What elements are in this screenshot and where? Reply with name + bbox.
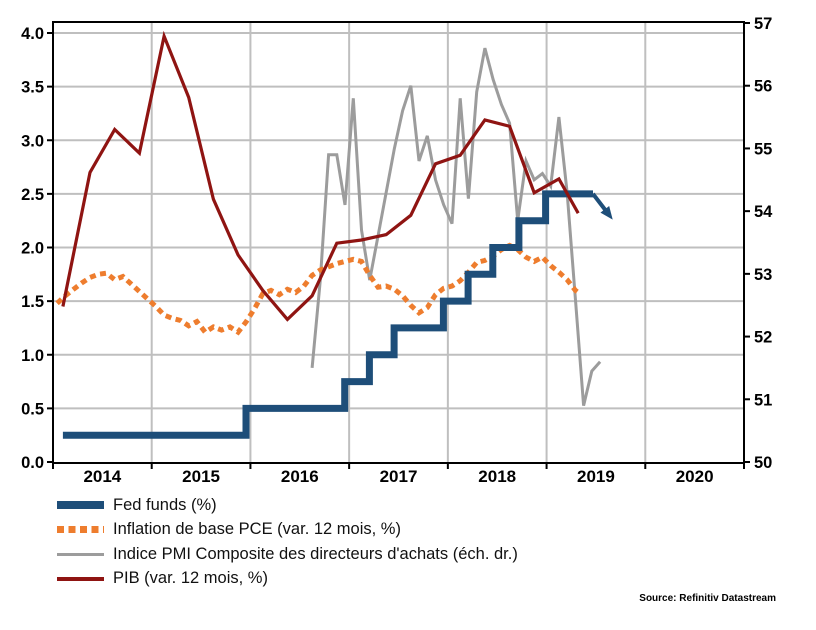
series-fed-funds bbox=[62, 190, 593, 439]
legend-label-pib: PIB (var. 12 mois, %) bbox=[113, 569, 268, 588]
svg-text:57: 57 bbox=[754, 15, 772, 33]
svg-text:54: 54 bbox=[754, 203, 773, 221]
legend-label-fed-funds: Fed funds (%) bbox=[113, 495, 217, 514]
axis-ticks bbox=[47, 22, 750, 469]
svg-text:2.5: 2.5 bbox=[21, 186, 44, 204]
svg-text:1.5: 1.5 bbox=[21, 293, 44, 311]
legend-label-pmi: Indice PMI Composite des directeurs d'ac… bbox=[113, 544, 518, 563]
source-note: Source: Refinitiv Datastream bbox=[639, 593, 776, 604]
forecast-arrow-icon bbox=[591, 192, 613, 220]
legend-swatch-fed-funds bbox=[57, 501, 104, 510]
svg-text:2016: 2016 bbox=[281, 467, 319, 486]
svg-text:52: 52 bbox=[754, 329, 772, 347]
legend-item-pib: PIB (var. 12 mois, %) bbox=[57, 567, 518, 592]
svg-text:2014: 2014 bbox=[83, 467, 121, 486]
svg-text:3.0: 3.0 bbox=[21, 132, 44, 150]
legend-item-fed-funds: Fed funds (%) bbox=[57, 493, 518, 518]
svg-text:2.0: 2.0 bbox=[21, 240, 44, 258]
legend: Fed funds (%) Inflation de base PCE (var… bbox=[57, 493, 518, 591]
svg-text:2017: 2017 bbox=[380, 467, 418, 486]
x-axis-labels: 2014 2015 2016 2017 2018 2019 2020 bbox=[83, 467, 713, 486]
series-pmi bbox=[310, 47, 602, 406]
svg-text:2020: 2020 bbox=[676, 467, 714, 486]
svg-text:56: 56 bbox=[754, 78, 772, 96]
legend-swatch-pmi bbox=[57, 552, 104, 556]
svg-text:0.0: 0.0 bbox=[21, 454, 44, 472]
legend-swatch-pib bbox=[57, 576, 104, 581]
plot-border bbox=[52, 21, 745, 464]
legend-item-pmi: Indice PMI Composite des directeurs d'ac… bbox=[57, 542, 518, 567]
svg-text:53: 53 bbox=[754, 266, 772, 284]
series-pce bbox=[55, 242, 580, 336]
svg-text:3.5: 3.5 bbox=[21, 79, 44, 97]
svg-text:2015: 2015 bbox=[182, 467, 220, 486]
svg-text:1.0: 1.0 bbox=[21, 347, 44, 365]
legend-item-pce: Inflation de base PCE (var. 12 mois, %) bbox=[57, 518, 518, 543]
svg-text:51: 51 bbox=[754, 391, 772, 409]
svg-text:0.5: 0.5 bbox=[21, 400, 44, 418]
right-axis-labels: 50 51 52 53 54 55 56 57 bbox=[754, 15, 773, 472]
svg-text:4.0: 4.0 bbox=[21, 25, 44, 43]
h-gridlines bbox=[53, 32, 744, 410]
left-axis-labels: 0.0 0.5 1.0 1.5 2.0 2.5 3.0 3.5 4.0 bbox=[21, 25, 44, 472]
legend-label-pce: Inflation de base PCE (var. 12 mois, %) bbox=[113, 520, 401, 539]
legend-swatch-pce bbox=[57, 526, 104, 534]
svg-text:55: 55 bbox=[754, 140, 772, 158]
series-pib bbox=[61, 30, 580, 322]
v-gridlines bbox=[150, 22, 647, 463]
svg-text:50: 50 bbox=[754, 454, 772, 472]
svg-text:2018: 2018 bbox=[478, 467, 516, 486]
svg-text:2019: 2019 bbox=[577, 467, 615, 486]
